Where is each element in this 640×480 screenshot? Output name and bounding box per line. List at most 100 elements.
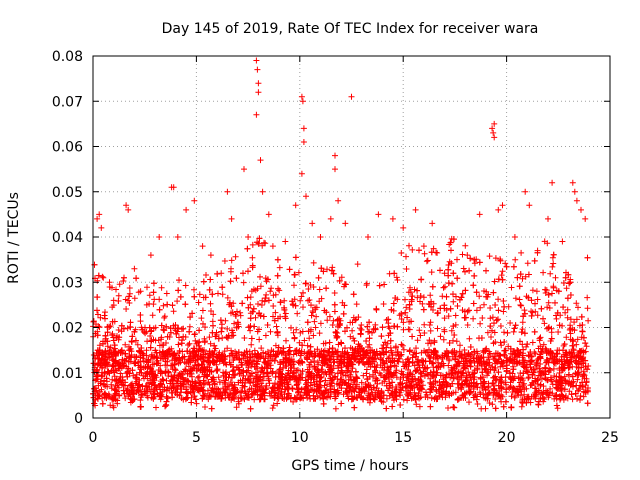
data-point [421,330,428,336]
data-point [408,298,415,305]
data-point [104,329,111,336]
data-point [441,328,448,335]
data-point [386,325,393,332]
data-point [544,304,551,311]
data-point [301,337,308,344]
data-point [575,304,581,311]
data-point [137,397,144,404]
data-point [417,379,424,386]
data-point [459,380,466,387]
data-point [482,387,489,394]
data-point [457,342,463,349]
data-point [492,255,499,262]
data-point [300,289,306,296]
data-point [274,400,281,407]
data-point [489,314,496,321]
data-point [311,318,318,325]
data-point [164,395,171,402]
data-point [399,342,406,349]
data-point [140,364,147,371]
data-point [499,268,506,275]
data-point [318,295,325,302]
data-point [428,395,435,402]
data-point [264,369,271,376]
data-point [495,369,502,376]
data-point [549,381,556,388]
data-point [477,304,484,311]
data-point [404,397,411,404]
data-point [452,312,459,319]
data-point [221,379,228,386]
data-point [109,318,116,325]
data-point [297,329,304,336]
data-point [228,347,235,354]
data-point [507,320,514,326]
data-point [270,303,277,309]
data-point [561,341,568,348]
data-point [521,380,527,387]
data-point [267,288,274,295]
data-point [560,353,567,360]
data-point [226,359,233,366]
data-point [159,342,166,349]
data-point [251,323,258,330]
data-point [486,400,493,406]
data-point [272,309,279,316]
data-point [477,320,484,327]
data-point [238,388,245,395]
data-point [539,368,546,375]
data-point [353,301,360,308]
data-point [161,384,168,391]
data-point [104,383,111,390]
data-point [403,253,409,260]
data-point [405,289,412,296]
data-point [202,324,208,331]
data-point [149,312,156,319]
data-point [272,291,279,298]
data-point [563,285,570,292]
data-point [552,274,559,281]
data-point [398,250,405,256]
data-point [310,284,317,290]
data-point [574,376,581,383]
data-point [497,339,504,346]
data-point [529,339,536,346]
data-point [562,309,569,316]
data-point [411,286,418,293]
data-point [308,302,314,309]
data-point [398,341,405,348]
data-point [221,348,228,355]
data-point [267,328,274,335]
data-point [402,296,408,303]
data-point [574,336,581,343]
data-point [331,386,338,393]
data-points [90,57,592,412]
data-point [347,344,354,351]
data-point [268,285,275,292]
data-point [189,310,196,317]
data-point [170,308,177,315]
data-point [207,340,214,347]
data-point [554,405,561,412]
data-point [484,372,490,379]
data-point [541,320,548,327]
data-point [258,345,265,352]
data-point [247,301,254,308]
data-point [126,293,133,300]
data-point [147,333,154,339]
data-point [426,322,433,328]
data-point [450,298,457,305]
data-point [567,292,574,298]
data-point [107,402,114,409]
data-point [441,315,448,322]
data-point [448,364,455,371]
data-point [306,297,313,303]
data-point [393,374,400,381]
data-point [172,367,179,374]
data-point [537,395,544,402]
data-point [171,361,178,368]
data-point [137,366,144,373]
data-point [418,276,425,283]
data-point [222,317,229,324]
data-point [257,283,264,290]
